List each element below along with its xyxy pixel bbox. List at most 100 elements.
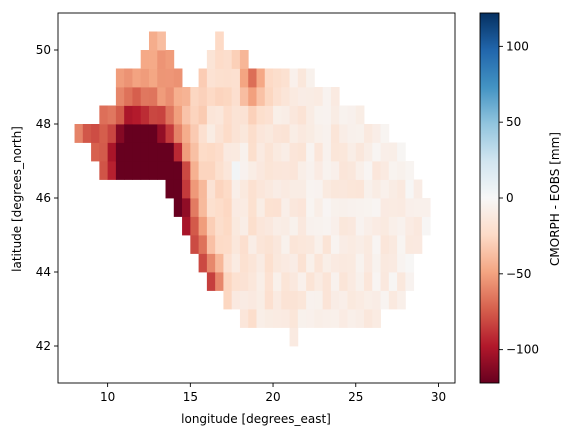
heatmap-cell — [330, 105, 340, 125]
heatmap-cell — [322, 142, 332, 162]
heatmap-cell — [256, 124, 266, 143]
x-tick-label: 30 — [431, 390, 446, 404]
heatmap-cell — [314, 105, 324, 125]
heatmap-cell — [281, 87, 290, 106]
heatmap-cell — [355, 179, 365, 199]
heatmap-cell — [231, 161, 241, 180]
heatmap-cell — [339, 161, 348, 180]
heatmap-cell — [364, 198, 373, 217]
x-tick-label: 25 — [348, 390, 363, 404]
heatmap-cell — [215, 31, 224, 51]
heatmap-cell — [339, 198, 348, 217]
heatmap-cell — [165, 87, 175, 106]
heatmap-cell — [115, 68, 125, 88]
heatmap-cell — [248, 290, 257, 310]
heatmap-cell — [99, 161, 109, 180]
heatmap-cell — [281, 142, 290, 162]
heatmap-cell — [157, 68, 166, 88]
heatmap-cell — [330, 216, 340, 236]
heatmap-cell — [198, 161, 208, 180]
heatmap-cell — [289, 327, 299, 347]
heatmap-cell — [165, 68, 175, 88]
heatmap-cell — [256, 142, 266, 162]
heatmap-cell — [314, 179, 324, 199]
heatmap-cell — [330, 179, 340, 199]
heatmap-cell — [306, 235, 315, 254]
heatmap-cell — [314, 198, 324, 217]
heatmap-cell — [314, 235, 324, 254]
heatmap-cell — [413, 216, 423, 236]
heatmap-cell — [281, 216, 290, 236]
heatmap-cell — [132, 105, 142, 125]
heatmap-cell — [289, 87, 299, 106]
heatmap-cell — [347, 309, 357, 328]
heatmap-cell — [289, 216, 299, 236]
heatmap-cell — [264, 161, 274, 180]
heatmap-cell — [339, 272, 348, 291]
heatmap-cell — [231, 124, 241, 143]
heatmap-cell — [132, 161, 142, 180]
heatmap-cell — [330, 124, 340, 143]
heatmap-cell — [190, 216, 199, 236]
heatmap-cell — [239, 68, 249, 88]
heatmap-cell — [223, 179, 233, 199]
heatmap-cell — [322, 87, 332, 106]
heatmap-cell — [215, 161, 224, 180]
colorbar — [479, 12, 500, 384]
y-axis-ticks: 42 44 46 48 50 — [36, 43, 58, 353]
heatmap-cell — [223, 105, 233, 125]
heatmap-cell — [397, 198, 406, 217]
heatmap-cell — [281, 105, 290, 125]
heatmap-cell — [306, 272, 315, 291]
heatmap-cell — [322, 272, 332, 291]
y-axis-label: latitude [degrees_north] — [10, 126, 24, 272]
heatmap-cell — [223, 87, 233, 106]
heatmap-cell — [206, 124, 216, 143]
heatmap-cell — [339, 124, 348, 143]
heatmap-cell — [215, 216, 224, 236]
heatmap-cell — [355, 105, 365, 125]
heatmap-cell — [364, 290, 373, 310]
heatmap-cell — [256, 198, 266, 217]
heatmap-cell — [132, 68, 142, 88]
heatmap-cell — [140, 105, 150, 125]
heatmap-cell — [165, 105, 175, 125]
heatmap-cell — [165, 142, 175, 162]
heatmap-cell — [99, 124, 109, 143]
heatmap-cell — [215, 235, 224, 254]
heatmap-cell — [239, 161, 249, 180]
heatmap-cell — [306, 105, 315, 125]
heatmap-cell — [413, 179, 423, 199]
heatmap-cell — [173, 68, 183, 88]
heatmap-cell — [364, 309, 373, 328]
heatmap-cell — [364, 272, 373, 291]
heatmap-cell — [388, 290, 398, 310]
heatmap-cell — [173, 105, 183, 125]
heatmap-cell — [339, 105, 348, 125]
heatmap-cell — [74, 124, 84, 143]
heatmap-cell — [82, 124, 92, 143]
heatmap-cell — [405, 198, 415, 217]
heatmap-cell — [339, 290, 348, 310]
heatmap-cell — [132, 142, 142, 162]
heatmap-cell — [289, 253, 299, 273]
heatmap-cell — [198, 68, 208, 88]
heatmap-cell — [239, 290, 249, 310]
heatmap-cell — [421, 198, 431, 217]
heatmap-cell — [388, 161, 398, 180]
x-tick-label: 15 — [183, 390, 198, 404]
heatmap-cell — [248, 105, 257, 125]
heatmap-cell — [190, 179, 199, 199]
heatmap-cell — [330, 142, 340, 162]
heatmap-cell — [405, 161, 415, 180]
heatmap-cell — [273, 142, 282, 162]
heatmap-cell — [289, 161, 299, 180]
heatmap-cell — [289, 124, 299, 143]
heatmap-cell — [99, 105, 109, 125]
heatmap-cell — [248, 216, 257, 236]
heatmap-cell — [364, 161, 373, 180]
heatmap-cell — [182, 198, 191, 217]
heatmap-cell — [231, 179, 241, 199]
heatmap-cell — [206, 68, 216, 88]
heatmap-cell — [256, 161, 266, 180]
